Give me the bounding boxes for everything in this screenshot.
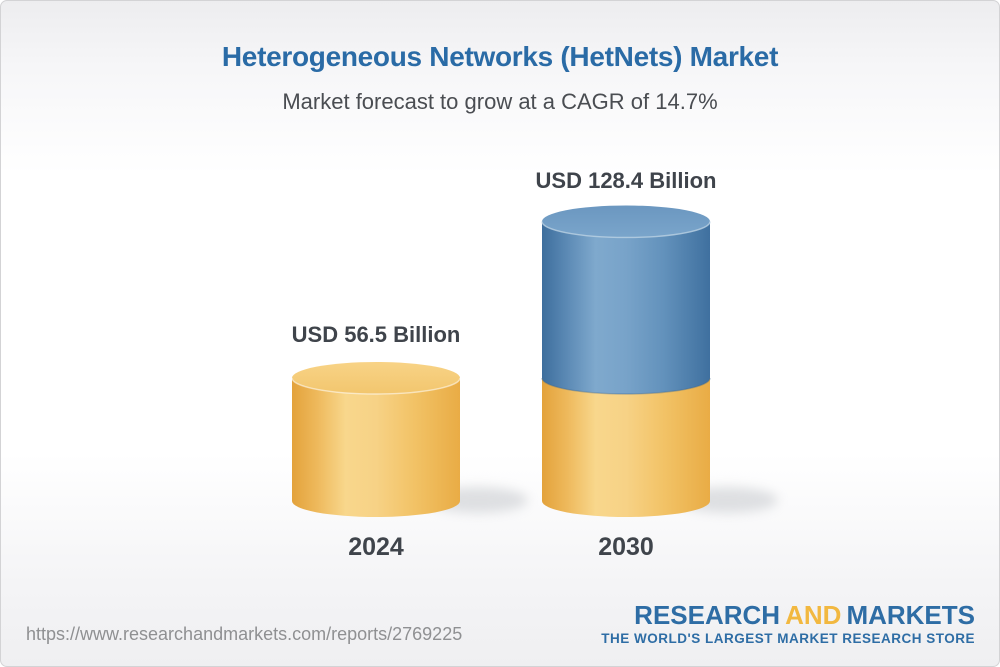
logo-word-markets: MARKETS xyxy=(846,600,975,630)
research-and-markets-logo: RESEARCH AND MARKETS THE WORLD'S LARGEST M… xyxy=(601,600,975,647)
logo-tagline: THE WORLD'S LARGEST MARKET RESEARCH STOR… xyxy=(601,631,975,647)
logo-word-and: AND xyxy=(785,600,842,630)
logo-word-research: RESEARCH xyxy=(634,600,781,630)
bar-2024 xyxy=(291,361,461,517)
report-url-link[interactable]: https://www.researchandmarkets.com/repor… xyxy=(26,624,463,644)
page-title: Heterogeneous Networks (HetNets) Market xyxy=(221,41,779,72)
bar-2030 xyxy=(541,205,711,517)
value-label-2024: USD 56.5 Billion xyxy=(291,322,461,347)
category-label-2030: 2030 xyxy=(598,533,654,561)
logo-wordmark: RESEARCH AND MARKETS xyxy=(601,600,975,630)
chart-subtitle: Market forecast to grow at a CAGR of 14.… xyxy=(282,89,718,114)
value-label-2030: USD 128.4 Billion xyxy=(535,168,717,193)
category-label-2024: 2024 xyxy=(348,533,404,561)
